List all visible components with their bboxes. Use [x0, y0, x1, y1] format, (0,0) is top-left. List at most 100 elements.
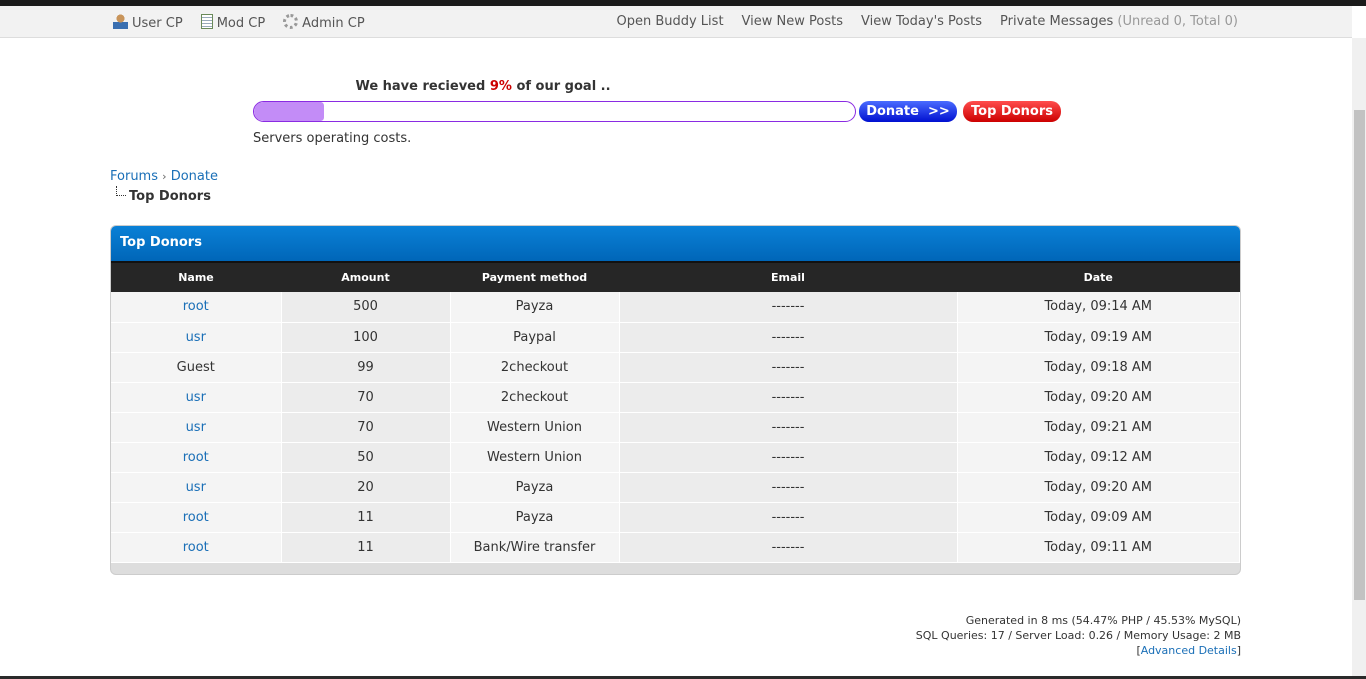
cell-name: usr [111, 322, 282, 353]
donor-link[interactable]: usr [185, 329, 206, 345]
cell-email: ------- [619, 412, 958, 443]
cell-email: ------- [619, 352, 958, 383]
cell-name: root [111, 532, 282, 563]
cell-method: 2checkout [450, 382, 620, 413]
user-cp-link[interactable]: User CP [113, 14, 183, 31]
cell-date: Today, 09:09 AM [957, 502, 1240, 533]
private-messages-link[interactable]: Private Messages (Unread 0, Total 0) [1000, 14, 1238, 29]
cell-email: ------- [619, 442, 958, 473]
cell-amount: 50 [281, 442, 451, 473]
cell-name: usr [111, 472, 282, 503]
user-icon [113, 14, 128, 29]
cell-date: Today, 09:20 AM [957, 382, 1240, 413]
cell-date: Today, 09:19 AM [957, 322, 1240, 353]
cell-method: Bank/Wire transfer [450, 532, 620, 563]
cell-name: root [111, 502, 282, 533]
cell-name: usr [111, 412, 282, 443]
cell-amount: 70 [281, 382, 451, 413]
cell-name: Guest [111, 352, 282, 383]
cell-name: root [111, 292, 282, 323]
cell-amount: 20 [281, 472, 451, 503]
cell-date: Today, 09:12 AM [957, 442, 1240, 473]
donation-goal-text: We have recieved 9% of our goal .. [355, 79, 611, 94]
column-header: Date [957, 261, 1240, 292]
cell-date: Today, 09:11 AM [957, 532, 1240, 563]
cell-email: ------- [619, 382, 958, 413]
cell-amount: 70 [281, 412, 451, 443]
cell-amount: 99 [281, 352, 451, 383]
column-header: Payment method [450, 261, 619, 292]
gear-icon [283, 14, 299, 29]
cell-method: Paypal [450, 322, 620, 353]
cell-email: ------- [619, 322, 958, 353]
cell-email: ------- [619, 502, 958, 533]
cell-amount: 500 [281, 292, 451, 323]
column-header: Email [619, 261, 957, 292]
mod-cp-link[interactable]: Mod CP [200, 14, 265, 31]
table-row: usr 70 Western Union ------- Today, 09:21 AM [111, 412, 1240, 443]
page-footer-stats: Generated in 8 ms (54.47% PHP / 45.53% M… [915, 614, 1241, 657]
vertical-scrollbar[interactable] [1352, 38, 1366, 679]
panel-title: Top Donors [111, 226, 1240, 261]
breadcrumb-forums[interactable]: Forums [110, 169, 158, 184]
top-donors-button[interactable]: Top Donors [963, 101, 1061, 122]
top-donors-panel: Top Donors Name Amount Payment method Email… [110, 225, 1241, 575]
goal-description: Servers operating costs. [253, 131, 412, 146]
donation-progress-bar [253, 101, 856, 122]
generated-time: Generated in 8 ms (54.47% PHP / 45.53% M… [965, 614, 1241, 627]
goal-percent: 9% [489, 79, 512, 94]
cell-amount: 11 [281, 532, 451, 563]
donor-link[interactable]: usr [185, 419, 206, 435]
view-todays-posts-link[interactable]: View Today's Posts [861, 14, 983, 29]
cell-date: Today, 09:18 AM [957, 352, 1240, 383]
cell-method: Western Union [450, 442, 620, 473]
scrollbar-thumb[interactable] [1354, 110, 1365, 600]
table-row: root 500 Payza ------- Today, 09:14 AM [111, 292, 1240, 323]
cell-date: Today, 09:21 AM [957, 412, 1240, 443]
page-title: Top Donors [116, 186, 211, 204]
cell-amount: 100 [281, 322, 451, 353]
donor-link[interactable]: root [182, 299, 209, 315]
cell-email: ------- [619, 472, 958, 503]
donor-link[interactable]: root [182, 539, 209, 555]
donors-table: Name Amount Payment method Email Date root 50… [111, 261, 1240, 563]
table-row: root 11 Bank/Wire transfer ------- Today, 09… [111, 532, 1240, 563]
breadcrumb: Forums › Donate [110, 169, 218, 184]
cell-name: usr [111, 382, 282, 413]
table-row: root 11 Payza ------- Today, 09:09 AM [111, 502, 1240, 533]
cell-method: Payza [450, 502, 620, 533]
table-row: usr 20 Payza ------- Today, 09:20 AM [111, 472, 1240, 503]
tree-line-icon [116, 186, 126, 196]
donor-link[interactable]: usr [185, 479, 206, 495]
notepad-icon [200, 14, 213, 29]
bottom-border [0, 676, 1366, 679]
table-row: usr 100 Paypal ------- Today, 09:19 AM [111, 322, 1240, 353]
view-new-posts-link[interactable]: View New Posts [741, 14, 843, 29]
table-row: root 50 Western Union ------- Today, 09:12 A… [111, 442, 1240, 473]
top-border [0, 0, 1366, 6]
cell-method: Western Union [450, 412, 620, 443]
admin-cp-link[interactable]: Admin CP [283, 14, 365, 31]
cell-email: ------- [619, 532, 958, 563]
column-header: Name [111, 261, 281, 292]
cell-email: ------- [619, 292, 958, 323]
cell-name: root [111, 442, 282, 473]
breadcrumb-donate[interactable]: Donate [170, 169, 218, 184]
table-row: Guest 99 2checkout ------- Today, 09:18 AM [111, 352, 1240, 383]
advanced-details-link[interactable]: Advanced Details [1140, 644, 1237, 657]
cell-method: Payza [450, 292, 620, 323]
cell-date: Today, 09:20 AM [957, 472, 1240, 503]
column-header: Amount [281, 261, 450, 292]
donor-link[interactable]: root [182, 449, 209, 465]
progress-fill [254, 102, 325, 121]
donor-link[interactable]: root [182, 509, 209, 525]
table-row: usr 70 2checkout ------- Today, 09:20 AM [111, 382, 1240, 413]
cell-date: Today, 09:14 AM [957, 292, 1240, 323]
cell-method: Payza [450, 472, 620, 503]
donate-button[interactable]: Donate >> [859, 101, 957, 122]
donor-link[interactable]: usr [185, 389, 206, 405]
open-buddy-list-link[interactable]: Open Buddy List [616, 14, 724, 29]
cell-amount: 11 [281, 502, 451, 533]
cell-method: 2checkout [450, 352, 620, 383]
top-navbar: User CP Mod CP Admin CP Open Buddy List … [0, 6, 1352, 38]
